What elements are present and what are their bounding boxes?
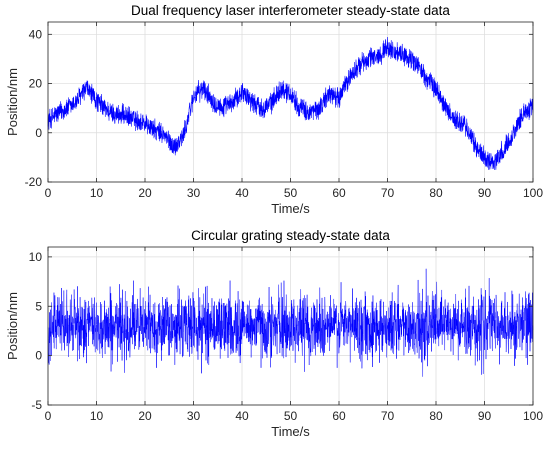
x-tick-label: 0 bbox=[45, 186, 52, 200]
x-tick-label: 20 bbox=[138, 186, 152, 200]
x-tick-label: 70 bbox=[381, 186, 395, 200]
x-tick-label: 30 bbox=[187, 186, 201, 200]
x-tick-label: 10 bbox=[90, 409, 104, 423]
x-tick-label: 40 bbox=[235, 186, 249, 200]
x-tick-label: 10 bbox=[90, 186, 104, 200]
y-tick-label: 0 bbox=[35, 126, 42, 140]
x-tick-label: 50 bbox=[284, 186, 298, 200]
y-tick-label: 0 bbox=[35, 349, 42, 363]
x-axis-label: Time/s bbox=[271, 201, 310, 216]
plot-title: Circular grating steady-state data bbox=[191, 228, 390, 243]
y-tick-label: 5 bbox=[35, 299, 42, 313]
x-tick-label: 50 bbox=[284, 409, 298, 423]
x-tick-label: 70 bbox=[381, 409, 395, 423]
y-axis-label: Position/nm bbox=[5, 68, 20, 136]
x-tick-label: 100 bbox=[523, 409, 543, 423]
x-tick-label: 80 bbox=[429, 409, 443, 423]
x-tick-label: 40 bbox=[235, 409, 249, 423]
y-tick-label: -20 bbox=[25, 175, 43, 189]
x-tick-label: 20 bbox=[138, 409, 152, 423]
x-tick-label: 0 bbox=[45, 409, 52, 423]
x-tick-label: 60 bbox=[332, 409, 346, 423]
x-tick-label: 90 bbox=[478, 186, 492, 200]
y-axis-label: Position/nm bbox=[5, 292, 20, 360]
x-tick-label: 90 bbox=[478, 409, 492, 423]
grating-data-series bbox=[47, 268, 534, 377]
laser-data-series bbox=[47, 36, 534, 170]
y-tick-label: 20 bbox=[29, 77, 43, 91]
x-tick-label: 80 bbox=[429, 186, 443, 200]
y-tick-label: 10 bbox=[29, 250, 43, 264]
x-tick-label: 60 bbox=[332, 186, 346, 200]
x-tick-label: 30 bbox=[187, 409, 201, 423]
y-tick-label: -5 bbox=[31, 398, 42, 412]
tick-marks bbox=[47, 22, 534, 183]
y-tick-label: 40 bbox=[29, 27, 43, 41]
plot-title: Dual frequency laser interferometer stea… bbox=[131, 3, 450, 18]
tick-marks bbox=[47, 247, 534, 406]
x-axis-label: Time/s bbox=[271, 424, 310, 439]
x-tick-label: 100 bbox=[523, 186, 543, 200]
